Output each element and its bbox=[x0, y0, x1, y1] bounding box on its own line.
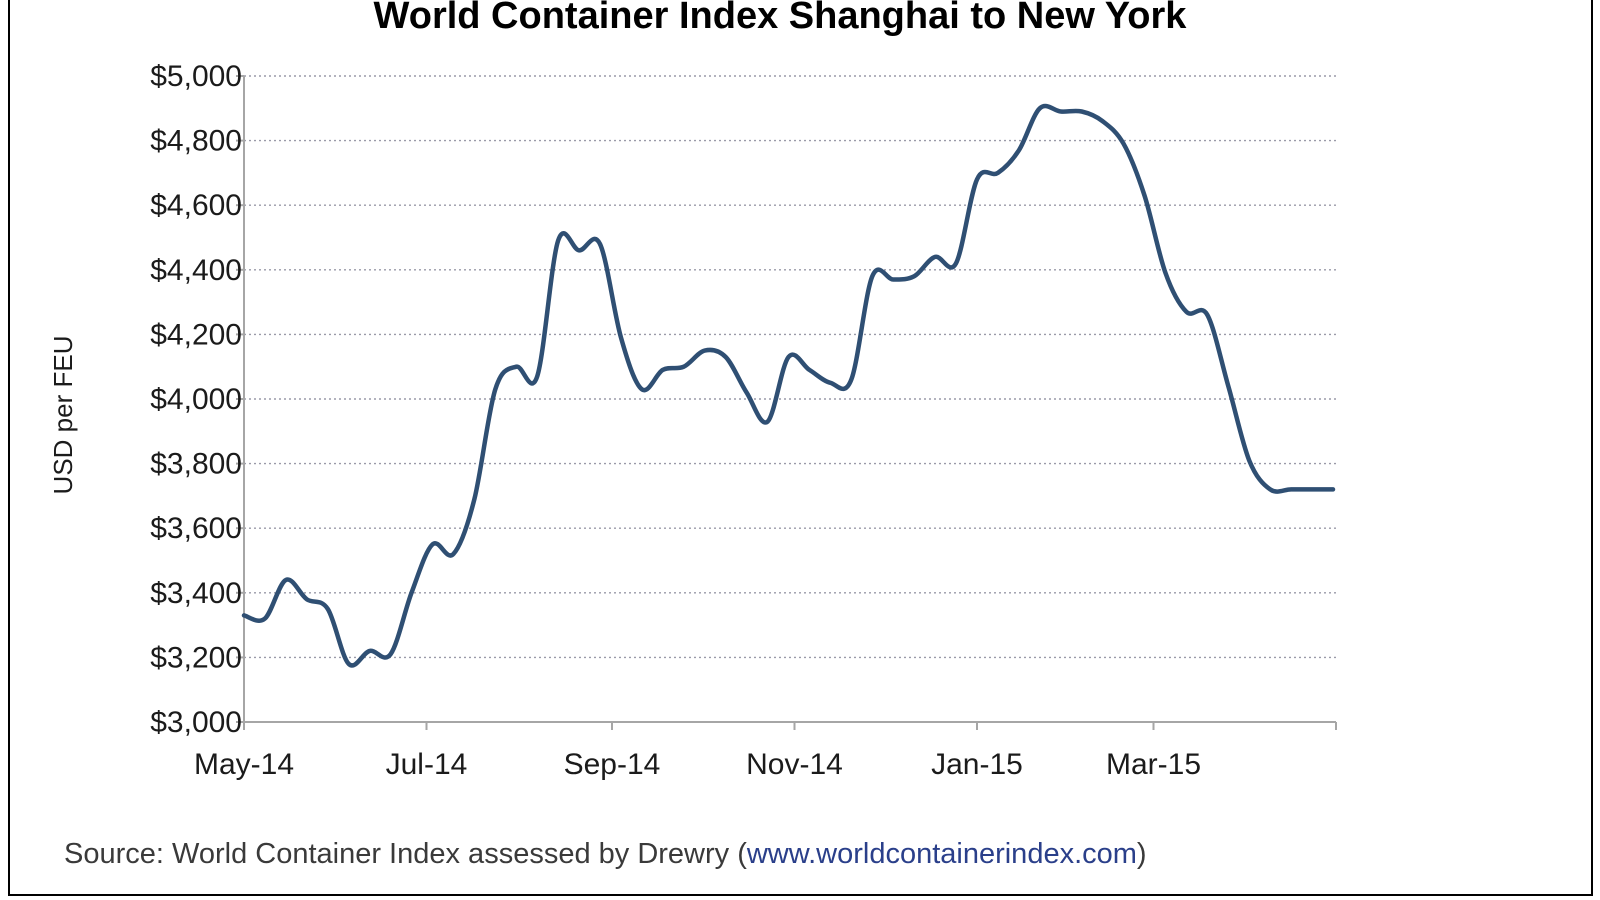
source-note: Source: World Container Index assessed b… bbox=[64, 838, 1147, 871]
x-tick-label: May-14 bbox=[194, 748, 294, 781]
source-link[interactable]: www.worldcontainerindex.com bbox=[746, 838, 1137, 870]
y-axis-label: USD per FEU bbox=[48, 336, 78, 495]
y-tick-label: $3,000 bbox=[150, 706, 242, 739]
y-tick-labels: $3,000 $3,200 $3,400 $3,600 $3,800 $4,000 $4,2… bbox=[150, 60, 242, 739]
y-tick-label: $4,200 bbox=[150, 318, 242, 351]
y-tick-label: $4,800 bbox=[150, 125, 242, 158]
gridlines bbox=[244, 75, 1336, 659]
x-tick-label: Mar-15 bbox=[1106, 748, 1201, 781]
y-tick-label: $3,800 bbox=[150, 448, 242, 481]
y-tick-label: $3,200 bbox=[150, 641, 242, 674]
y-tick-label: $3,400 bbox=[150, 577, 242, 610]
series-line bbox=[241, 103, 1336, 668]
y-tick-label: $4,600 bbox=[150, 189, 242, 222]
y-tick-label: $3,600 bbox=[150, 512, 242, 545]
x-tick-label: Jan-15 bbox=[931, 748, 1023, 781]
x-tick-label: Nov-14 bbox=[746, 748, 843, 781]
series-layer bbox=[241, 103, 1336, 668]
y-tick-label: $4,000 bbox=[150, 383, 242, 416]
chart-title: World Container Index Shanghai to New Yo… bbox=[374, 0, 1188, 37]
x-tick-label: Sep-14 bbox=[564, 748, 661, 781]
y-tick-label: $5,000 bbox=[150, 60, 242, 93]
source-text: Source: World Container Index assessed b… bbox=[64, 838, 747, 870]
x-tick-labels: May-14 Jul-14 Sep-14 Nov-14 Jan-15 Mar-15 bbox=[194, 748, 1201, 781]
source-close: ) bbox=[1136, 838, 1147, 870]
y-tick-label: $4,400 bbox=[150, 254, 242, 287]
chart-frame bbox=[8, 0, 1593, 896]
x-tick-label: Jul-14 bbox=[386, 748, 468, 781]
